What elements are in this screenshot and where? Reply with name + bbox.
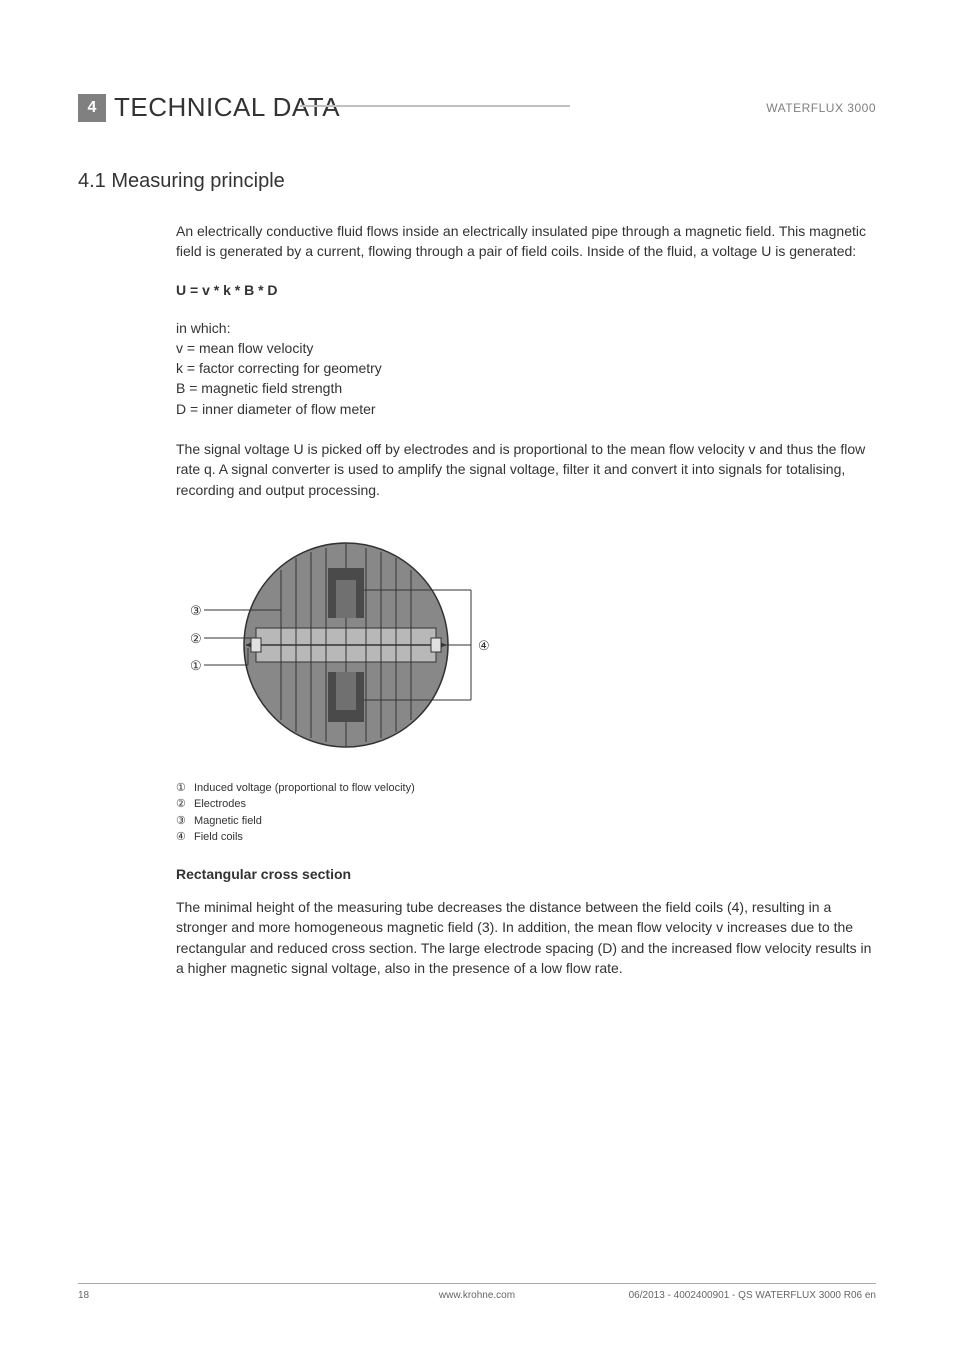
top-coil-light <box>336 580 356 618</box>
legend-text-4: Field coils <box>194 829 243 846</box>
d-definition: D = inner diameter of flow meter <box>176 399 876 419</box>
callout-2: ② <box>190 631 202 646</box>
signal-paragraph: The signal voltage U is picked off by el… <box>176 439 876 500</box>
callout-3: ③ <box>190 603 202 618</box>
measuring-principle-diagram: ③ ② ① ④ <box>176 530 516 760</box>
in-which-label: in which: <box>176 318 876 338</box>
product-name: WATERFLUX 3000 <box>766 101 876 115</box>
rectangular-paragraph: The minimal height of the measuring tube… <box>176 897 876 978</box>
variable-definitions: in which: v = mean flow velocity k = fac… <box>176 318 876 419</box>
formula: U = v * k * B * D <box>176 282 876 298</box>
k-definition: k = factor correcting for geometry <box>176 358 876 378</box>
bottom-coil-light <box>336 672 356 710</box>
right-electrode <box>431 638 441 652</box>
legend-text-2: Electrodes <box>194 796 246 813</box>
header-divider <box>300 105 570 107</box>
left-electrode <box>251 638 261 652</box>
legend-item: ④ Field coils <box>176 829 876 846</box>
legend-num-4: ④ <box>176 829 194 846</box>
intro-paragraph: An electrically conductive fluid flows i… <box>176 221 876 262</box>
rectangular-heading: Rectangular cross section <box>176 866 876 882</box>
callout-1: ① <box>190 658 202 673</box>
footer-url: www.krohne.com <box>439 1290 515 1301</box>
legend-num-1: ① <box>176 780 194 797</box>
legend-num-2: ② <box>176 796 194 813</box>
b-definition: B = magnetic field strength <box>176 378 876 398</box>
legend-item: ③ Magnetic field <box>176 813 876 830</box>
legend-num-3: ③ <box>176 813 194 830</box>
v-definition: v = mean flow velocity <box>176 338 876 358</box>
legend-item: ① Induced voltage (proportional to flow … <box>176 780 876 797</box>
section-number: 4 <box>88 99 97 117</box>
diagram-container: ③ ② ① ④ <box>176 530 876 765</box>
page-header: 4 TECHNICAL DATA WATERFLUX 3000 <box>78 92 876 123</box>
legend-text-3: Magnetic field <box>194 813 262 830</box>
diagram-legend: ① Induced voltage (proportional to flow … <box>176 780 876 846</box>
section-number-box: 4 <box>78 94 106 122</box>
page-footer: 18 www.krohne.com 06/2013 - 4002400901 -… <box>78 1283 876 1301</box>
page-number: 18 <box>78 1290 89 1301</box>
section-title: TECHNICAL DATA <box>114 92 340 123</box>
content-area: 4.1 Measuring principle An electrically … <box>78 170 876 998</box>
legend-item: ② Electrodes <box>176 796 876 813</box>
footer-doc-ref: 06/2013 - 4002400901 - QS WATERFLUX 3000… <box>629 1290 876 1301</box>
subsection-title: 4.1 Measuring principle <box>78 170 876 193</box>
callout-4: ④ <box>478 638 490 653</box>
legend-text-1: Induced voltage (proportional to flow ve… <box>194 780 415 797</box>
